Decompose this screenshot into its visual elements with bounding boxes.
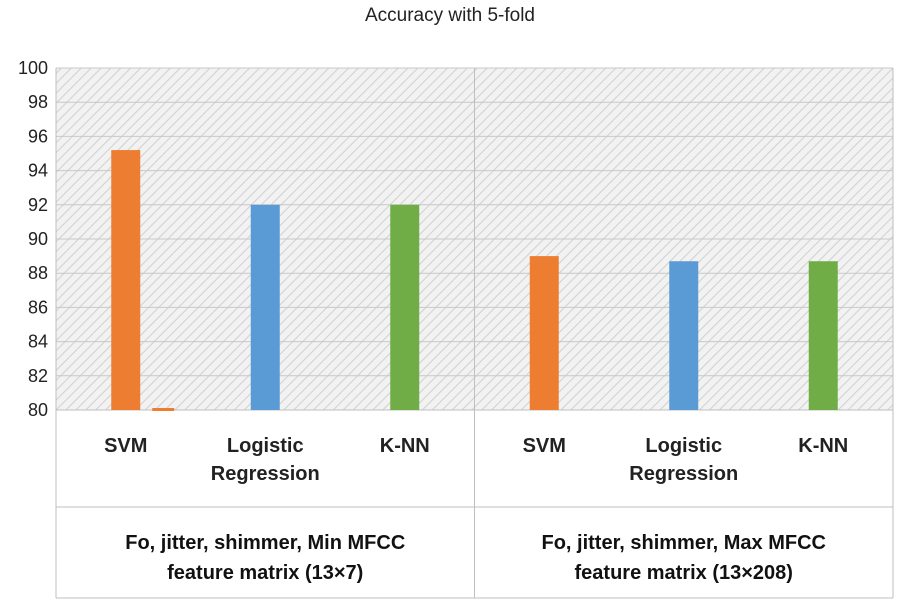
y-tick-label: 80 <box>28 400 48 420</box>
y-tick-label: 82 <box>28 366 48 386</box>
x-category-label: SVM <box>523 435 566 457</box>
bar-logistic <box>250 204 280 410</box>
bar-svm <box>529 256 559 410</box>
baseline-marker <box>152 408 175 411</box>
y-tick-label: 88 <box>28 263 48 283</box>
y-tick-label: 98 <box>28 92 48 112</box>
x-category-label: Logistic <box>645 435 722 457</box>
group-label: Fo, jitter, shimmer, Min MFCC <box>125 532 405 554</box>
x-category-label: Logistic <box>227 435 304 457</box>
bar-svm <box>111 150 141 410</box>
x-category-label: Regression <box>629 463 738 485</box>
y-tick-label: 92 <box>28 195 48 215</box>
chart-title: Accuracy with 5-fold <box>365 5 535 26</box>
y-tick-label: 100 <box>18 58 48 78</box>
x-category-label: K-NN <box>380 435 430 457</box>
bar-knn <box>808 261 838 410</box>
bar-knn <box>390 204 420 410</box>
group-label: feature matrix (13×7) <box>167 562 363 584</box>
group-label: feature matrix (13×208) <box>575 562 793 584</box>
y-tick-label: 90 <box>28 229 48 249</box>
y-tick-label: 84 <box>28 332 48 352</box>
y-tick-label: 94 <box>28 161 48 181</box>
x-category-label: Regression <box>211 463 320 485</box>
y-tick-label: 86 <box>28 297 48 317</box>
plot-area: 80 82 84 86 88 90 92 94 96 98 100 SVM Logistic Regres… <box>18 58 894 599</box>
bar-logistic <box>669 261 699 410</box>
y-tick-label: 96 <box>28 126 48 146</box>
x-category-label: K-NN <box>798 435 848 457</box>
x-category-label: SVM <box>104 435 147 457</box>
group-label: Fo, jitter, shimmer, Max MFCC <box>541 532 826 554</box>
